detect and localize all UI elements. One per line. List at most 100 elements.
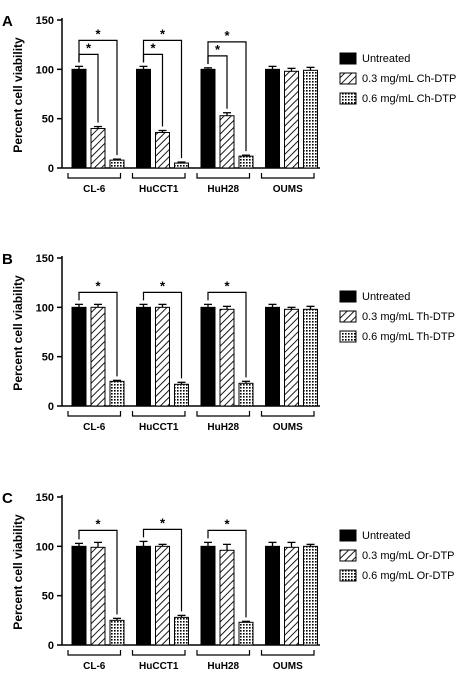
bar-high-dose	[174, 162, 189, 169]
legend-swatch	[339, 330, 357, 343]
significance-mark: *	[160, 26, 166, 41]
bar-high-dose	[174, 383, 189, 407]
category-label: HuH28	[207, 422, 239, 433]
category-label: HuCCT1	[139, 422, 179, 433]
legend-label: Untreated	[362, 291, 410, 303]
bar-high-dose	[303, 69, 318, 169]
bar-untreated	[136, 68, 151, 169]
bar-high-dose	[109, 380, 125, 407]
category-label: OUMS	[273, 661, 303, 672]
bar-low-dose	[90, 546, 106, 646]
bar-low-dose	[90, 306, 106, 407]
legend-swatch	[339, 549, 357, 562]
bar-untreated	[200, 306, 216, 407]
bar-low-dose	[284, 70, 299, 169]
significance-mark: *	[86, 40, 92, 55]
legend-swatch	[339, 569, 357, 582]
category-bracket	[131, 173, 186, 179]
bar-low-dose	[155, 306, 170, 407]
bar-untreated	[265, 68, 280, 169]
category-bracket	[196, 650, 251, 656]
panel-label: A	[2, 13, 13, 30]
legend-swatch	[339, 72, 357, 85]
legend-label: 0.3 mg/mL Th-DTP	[362, 311, 455, 323]
category-label: OUMS	[273, 184, 303, 195]
significance-mark: *	[224, 278, 230, 293]
legend-swatch	[339, 529, 357, 542]
bar-low-dose	[219, 115, 235, 169]
y-tick-label: 0	[48, 401, 54, 413]
y-axis-label: Percent cell viability	[11, 275, 25, 391]
bar-low-dose	[219, 549, 235, 646]
significance-bracket	[78, 529, 118, 615]
significance-mark: *	[160, 278, 166, 293]
category-bracket	[196, 411, 251, 417]
significance-bracket	[78, 39, 118, 156]
y-tick-label: 150	[36, 492, 54, 504]
legend-label: 0.3 mg/mL Or-DTP	[362, 550, 455, 562]
category-label: HuH28	[207, 661, 239, 672]
y-tick-label: 100	[36, 64, 54, 76]
bar-high-dose	[238, 621, 254, 646]
bar-untreated	[136, 545, 151, 646]
bar-untreated	[71, 68, 87, 169]
y-tick-label: 50	[42, 591, 54, 603]
legend-label: 0.6 mg/mL Or-DTP	[362, 570, 455, 582]
legend-swatch	[339, 52, 357, 65]
bar-low-dose	[219, 308, 235, 407]
significance-mark: *	[224, 516, 230, 531]
bar-low-dose	[284, 308, 299, 407]
bar-low-dose	[155, 131, 170, 169]
category-label: HuCCT1	[139, 184, 179, 195]
category-bracket	[260, 173, 315, 179]
panel-label: C	[2, 490, 13, 507]
bar-high-dose	[174, 616, 189, 646]
category-bracket	[260, 650, 315, 656]
significance-bracket	[142, 528, 183, 612]
bar-high-dose	[238, 382, 254, 407]
y-axis-label: Percent cell viability	[11, 37, 25, 153]
significance-mark: *	[215, 42, 221, 57]
legend-label: 0.6 mg/mL Ch-DTP	[362, 93, 456, 105]
category-label: CL-6	[83, 661, 106, 672]
significance-mark: *	[95, 278, 101, 293]
legend-label: 0.6 mg/mL Th-DTP	[362, 331, 455, 343]
significance-bracket	[78, 291, 118, 377]
y-tick-label: 50	[42, 352, 54, 364]
bar-high-dose	[303, 308, 318, 407]
category-label: CL-6	[83, 184, 106, 195]
legend-swatch	[339, 310, 357, 323]
legend-swatch	[339, 290, 357, 303]
bar-untreated	[265, 545, 280, 646]
category-label: HuH28	[207, 184, 239, 195]
bar-high-dose	[303, 545, 318, 646]
significance-mark: *	[150, 40, 156, 55]
bar-high-dose	[238, 155, 254, 169]
bar-low-dose	[155, 545, 170, 646]
bar-high-dose	[109, 159, 125, 169]
legend-label: Untreated	[362, 53, 410, 65]
bar-high-dose	[109, 619, 125, 646]
y-tick-label: 150	[36, 253, 54, 265]
category-label: CL-6	[83, 422, 106, 433]
category-bracket	[131, 650, 186, 656]
category-bracket	[67, 173, 122, 179]
category-label: HuCCT1	[139, 661, 179, 672]
category-bracket	[196, 173, 251, 179]
legend-label: Untreated	[362, 530, 410, 542]
significance-mark: *	[95, 26, 101, 41]
category-bracket	[131, 411, 186, 417]
y-tick-label: 150	[36, 15, 54, 27]
significance-bracket	[207, 529, 247, 618]
bar-low-dose	[284, 546, 299, 646]
y-tick-label: 100	[36, 541, 54, 553]
significance-bracket	[207, 41, 247, 152]
significance-mark: *	[224, 28, 230, 43]
bar-untreated	[200, 545, 216, 646]
bar-untreated	[71, 306, 87, 407]
category-bracket	[67, 650, 122, 656]
category-bracket	[67, 411, 122, 417]
y-tick-label: 0	[48, 163, 54, 175]
